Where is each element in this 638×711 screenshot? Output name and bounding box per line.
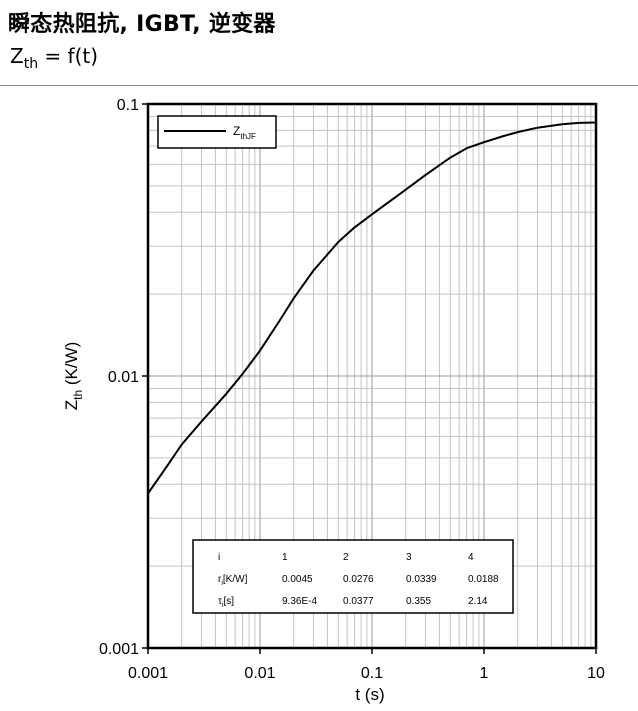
table-row-label-tail: [s]: [224, 596, 235, 607]
table-cell: 0.0339: [406, 574, 437, 585]
y-axis-title-main: Z: [62, 400, 81, 410]
header-divider: [0, 85, 638, 86]
x-tick-label: 10: [587, 665, 605, 682]
y-tick-label: 0.01: [108, 369, 139, 386]
table-cell: 9.36E-4: [282, 596, 317, 607]
legend: ZthJF: [157, 115, 277, 149]
parameter-table: i 1 2 3 4ri[K/W] 0.0045 0.0276 0.0339 0.0188τi[s…: [192, 539, 514, 614]
subtitle-main: Z: [10, 44, 24, 68]
legend-label-sub: thJF: [240, 132, 256, 141]
x-tick-label: 0.1: [361, 665, 383, 682]
legend-label: ZthJF: [233, 124, 256, 141]
y-axis-title: Zth (K/W): [62, 342, 85, 411]
x-tick-label: 0.001: [128, 665, 168, 682]
table-header: 3: [406, 552, 412, 563]
table-cell: 0.355: [406, 596, 431, 607]
table-row-label-main: τ: [218, 596, 222, 607]
table-row-label-sub: i: [222, 602, 224, 609]
table-box: [192, 539, 514, 614]
table-row-label: ri[K/W]: [218, 574, 248, 587]
legend-label-main: Z: [233, 124, 240, 138]
y-tick-label: 0.1: [117, 97, 139, 114]
subtitle-sub: th: [23, 56, 39, 72]
table-header: 2: [343, 552, 349, 563]
table-row-label-sub: i: [221, 580, 223, 587]
table-cell: 0.0045: [282, 574, 313, 585]
table-cell: 0.0377: [343, 596, 374, 607]
subtitle-tail: = f(t): [38, 44, 99, 68]
table-header: 4: [468, 552, 474, 563]
table-row-label-main: r: [218, 574, 222, 585]
page-subtitle: Zth = f(t): [10, 44, 98, 72]
page-title: 瞬态热阻抗, IGBT, 逆变器: [8, 12, 276, 37]
x-tick-label: 0.01: [244, 665, 275, 682]
table-cell: 0.0188: [468, 574, 499, 585]
table-row-label: τi[s]: [218, 596, 234, 609]
x-axis-title: t (s): [355, 685, 384, 704]
table-cell: 2.14: [468, 596, 488, 607]
x-tick-label: 1: [480, 665, 489, 682]
table-header: 1: [282, 552, 288, 563]
y-axis-title-sub: th: [71, 390, 85, 400]
table-row-label-tail: [K/W]: [223, 574, 248, 585]
y-axis-title-tail: (K/W): [62, 342, 81, 390]
series-line-zthjf: [147, 121, 597, 494]
table-header: i: [218, 552, 220, 563]
y-tick-label: 0.001: [99, 641, 139, 658]
table-cell: 0.0276: [343, 574, 374, 585]
